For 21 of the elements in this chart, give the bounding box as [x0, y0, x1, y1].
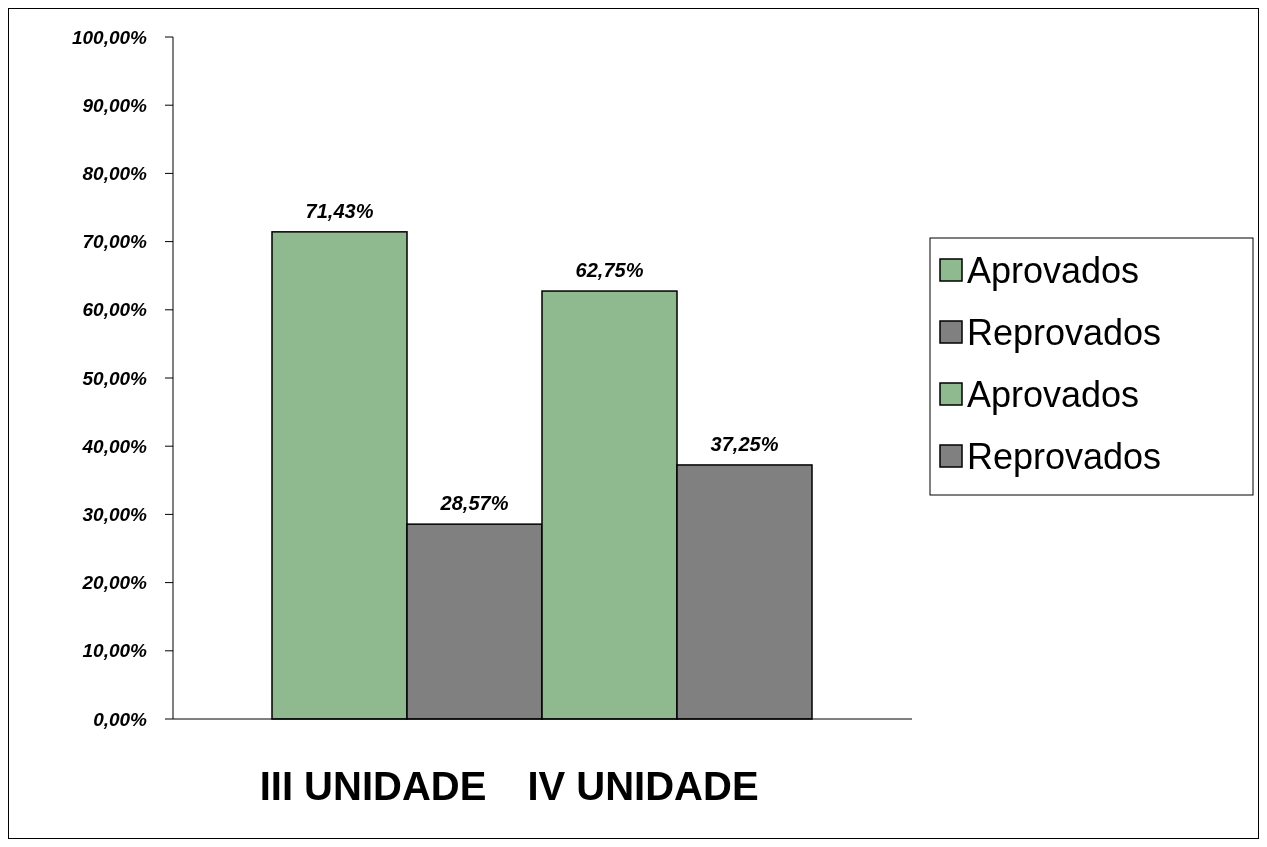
y-tick-label: 70,00% [82, 231, 148, 253]
y-tick-label: 20,00% [81, 572, 148, 594]
y-tick-label: 100,00% [71, 26, 148, 48]
x-tick-label: III UNIDADE [259, 764, 487, 808]
y-tick-label: 10,00% [82, 640, 148, 662]
data-label: 62,75% [575, 259, 644, 282]
data-label: 71,43% [305, 199, 374, 222]
y-tick-label: 50,00% [82, 367, 148, 389]
y-tick-label: 90,00% [82, 94, 148, 116]
x-tick-label: IV UNIDADE [527, 764, 759, 808]
data-label: 37,25% [710, 432, 779, 455]
data-label: 28,57% [439, 492, 509, 515]
legend-label: Reprovados [967, 435, 1162, 477]
legend-label: Reprovados [967, 311, 1162, 353]
y-tick-label: 30,00% [82, 504, 148, 526]
y-tick-label: 0,00% [93, 708, 148, 730]
y-tick-label: 40,00% [81, 435, 148, 457]
y-tick-label: 80,00% [82, 163, 148, 185]
legend-label: Aprovados [967, 373, 1140, 415]
legend-label: Aprovados [967, 249, 1140, 291]
y-tick-label: 60,00% [82, 299, 148, 321]
